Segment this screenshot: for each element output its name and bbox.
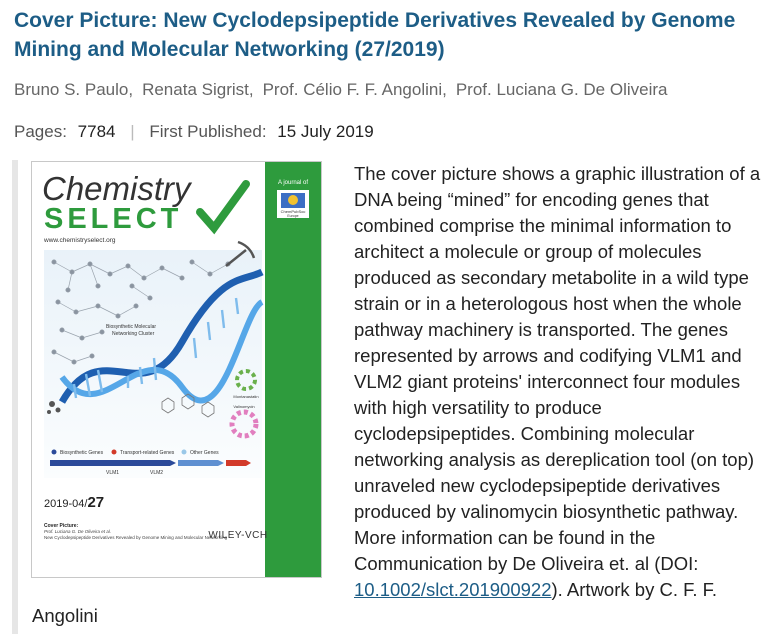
journal-name-line2: SELECT (44, 203, 182, 235)
gene-arrows (50, 460, 251, 466)
author-list: Bruno S. Paulo, Renata Sigrist, Prof. Céli… (14, 78, 668, 102)
pages-value: 7784 (77, 122, 116, 141)
gene-legend: Biosynthetic Genes Transport-related Gen… (51, 449, 219, 456)
cover-authors: Prof. Luciana G. De Oliveira et al. (44, 529, 111, 534)
cover-title: New Cyclodepsipeptide Derivatives Reveal… (44, 535, 228, 540)
montanastatin-label: Montanastatin (233, 394, 258, 399)
a-journal-of-text: A journal of (278, 180, 308, 186)
chempubsoc-text-2: Europe (287, 214, 298, 218)
molecule-structures: Montanastatin Valinomycin (161, 369, 259, 439)
article-title[interactable]: Cover Picture: New Cyclodepsipeptide Der… (14, 9, 736, 61)
author-link[interactable]: Renata Sigrist, (142, 80, 254, 99)
publisher-logo: WILEY-VCH (208, 530, 267, 541)
cover-art: A journal of ChemPubSoc Europe Chemistry… (32, 162, 321, 577)
issue-number: 2019-04/27 (44, 494, 104, 511)
author-link[interactable]: Bruno S. Paulo, (14, 80, 134, 99)
doi-link[interactable]: 10.1002/slct.201900922 (354, 579, 552, 600)
cover-image[interactable]: A journal of ChemPubSoc Europe Chemistry… (31, 161, 322, 578)
pages-label: Pages: (14, 122, 67, 141)
author-link[interactable]: Prof. Luciana G. De Oliveira (455, 80, 668, 99)
quote-bar (12, 160, 18, 634)
journal-name-line1: Chemistry (42, 170, 193, 207)
network-label-line1: Biosynthetic Molecular (106, 324, 156, 330)
cover-description: The cover picture shows a graphic illust… (32, 161, 762, 629)
cover-picture-label: Cover Picture: (44, 523, 79, 529)
gene-vlm1-label: VLM1 (106, 470, 119, 476)
checkmark-icon (196, 180, 250, 235)
pickaxe-icon (225, 240, 256, 267)
published-label: First Published: (149, 122, 267, 141)
legend-other: Other Genes (190, 450, 219, 456)
article-meta: Pages: 7784 | First Published: 15 July 2… (14, 120, 374, 144)
network-label-line2: Networking Cluster (112, 331, 155, 337)
description-text-end: ). Artwork by C. F. F. Angolini (32, 579, 718, 626)
journal-website: www.chemistryselect.org (43, 237, 116, 244)
description-text: The cover picture shows a graphic illust… (354, 163, 761, 574)
valinomycin-label: Valinomycin (233, 404, 254, 409)
gene-vlm2-label: VLM2 (150, 470, 163, 476)
chempubsoc-text: ChemPubSoc (281, 209, 306, 214)
published-value: 15 July 2019 (277, 122, 374, 141)
legend-biosynthetic: Biosynthetic Genes (60, 450, 104, 456)
molecular-network (51, 259, 231, 365)
rocks-icon (47, 401, 61, 414)
green-band (265, 162, 321, 577)
meta-separator: | (130, 122, 135, 141)
author-link[interactable]: Prof. Célio F. F. Angolini, (262, 80, 447, 99)
legend-transport: Transport-related Genes (120, 450, 175, 456)
dna-helix (58, 268, 264, 404)
